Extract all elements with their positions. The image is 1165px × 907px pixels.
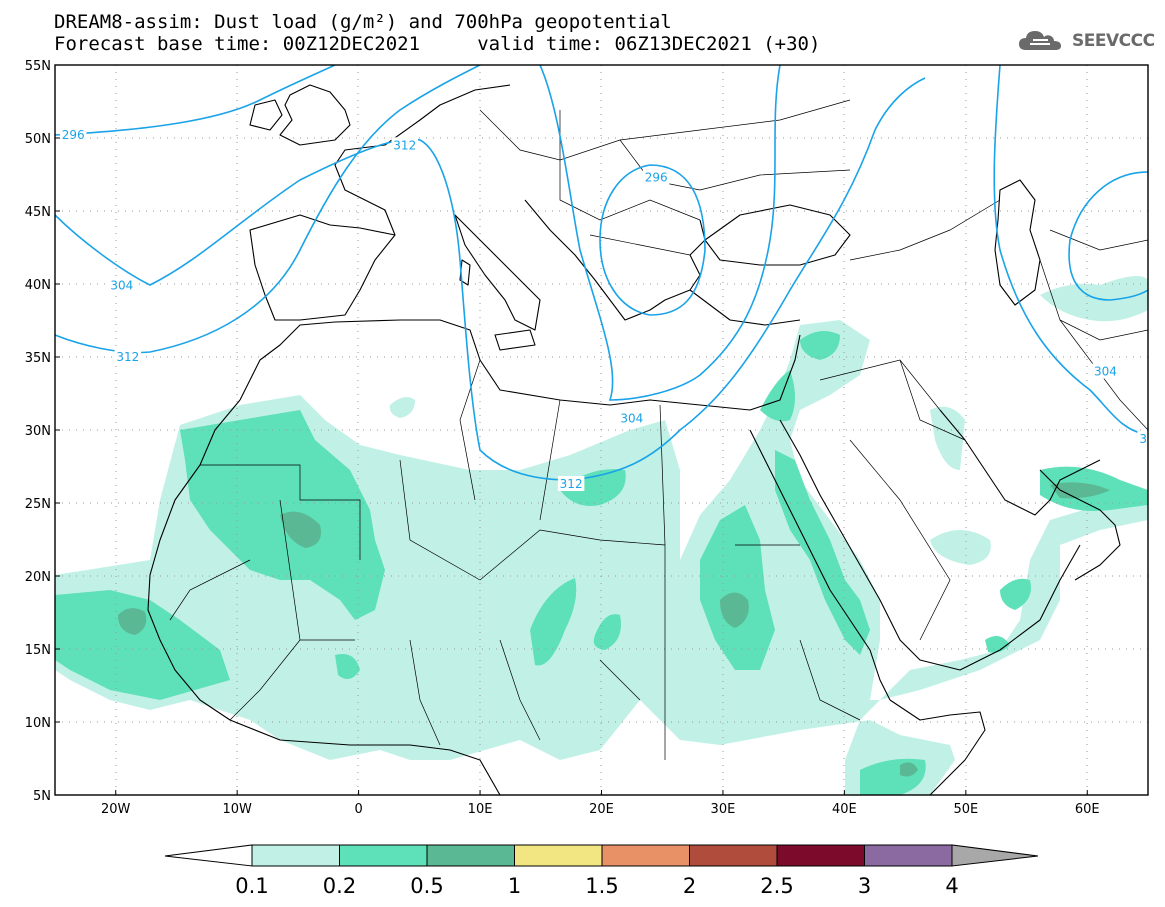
- contour-label-bg: [618, 410, 646, 426]
- lat-tick-label: 30N: [25, 424, 51, 439]
- lon-tick-label: 30E: [711, 802, 736, 817]
- colorbar-under-triangle: [164, 844, 253, 867]
- contour-label: 304: [620, 411, 643, 425]
- longitude-axis: 20W 10W 0 10E 20E 30E 40E 50E 60E: [101, 790, 1100, 817]
- colorbar-label: 1.5: [585, 874, 618, 898]
- colorbar-box: [689, 844, 778, 867]
- colorbar-label: 2.5: [760, 874, 793, 898]
- colorbar-label: 4: [945, 874, 958, 898]
- contour-label-bg: [557, 476, 585, 492]
- lat-tick-label: 20N: [25, 570, 51, 585]
- contour-label-bg: [108, 277, 136, 293]
- colorbar-box: [426, 844, 515, 867]
- contour-label: 304: [110, 278, 133, 292]
- colorbar-label: 0.2: [323, 874, 356, 898]
- contour-label-bg: [1092, 363, 1119, 379]
- colorbar-label: 3: [858, 874, 871, 898]
- contour-label-bg: [59, 127, 87, 143]
- dust-shading: [55, 276, 1148, 795]
- colorbar-box: [864, 844, 953, 867]
- contour-label: 296: [62, 128, 85, 142]
- lon-tick-label: 50E: [953, 802, 978, 817]
- lat-tick-label: 15N: [25, 643, 51, 658]
- contour-label-bg: [114, 349, 142, 364]
- colorbar-box: [601, 844, 690, 867]
- lat-tick-label: 5N: [33, 789, 51, 804]
- forecast-time-line: Forecast base time: 00Z12DEC2021 valid t…: [54, 33, 821, 55]
- colorbar-label: 0.1: [235, 874, 268, 898]
- colorbar-label: 2: [683, 874, 696, 898]
- lon-tick-label: 10E: [468, 802, 493, 817]
- coastlines: [147, 84, 1121, 795]
- lat-tick-label: 45N: [25, 205, 51, 220]
- colorbar: 0.1 0.2 0.5 1 1.5 2 2.5 3 4: [164, 844, 1039, 898]
- contour-label: 312: [393, 138, 416, 152]
- contour-label-bg: [391, 137, 419, 153]
- lon-tick-label: 40E: [832, 802, 857, 817]
- lon-tick-label: 10W: [222, 802, 252, 817]
- gridlines: [55, 65, 1148, 795]
- colorbar-label: 1: [508, 874, 521, 898]
- colorbar-label: 0.5: [410, 874, 443, 898]
- lat-tick-label: 50N: [25, 132, 51, 147]
- contour-label: 312: [560, 477, 583, 491]
- lat-tick-label: 55N: [25, 59, 51, 74]
- contour-label-bg: [1137, 430, 1148, 446]
- contour-label: 296: [645, 170, 668, 184]
- lon-tick-label: 20W: [101, 802, 131, 817]
- contour-label: 304: [1094, 365, 1117, 379]
- map-title: DREAM8-assim: Dust load (g/m²) and 700hP…: [54, 11, 672, 33]
- seevccc-logo: SEEVCCC: [1018, 28, 1155, 54]
- contour-labels: 296 312 296 304 312 304 312 304 3: [59, 127, 1148, 492]
- logo-text: SEEVCCC: [1072, 31, 1155, 51]
- lat-tick-label: 40N: [25, 278, 51, 293]
- colorbar-over-triangle: [951, 844, 1039, 867]
- lon-tick-label: 20E: [589, 802, 614, 817]
- lon-tick-label: 0: [354, 802, 362, 817]
- colorbar-box: [339, 844, 428, 867]
- contour-label: 312: [116, 350, 139, 364]
- contour-label-bg: [642, 169, 670, 185]
- lat-tick-label: 25N: [25, 497, 51, 512]
- cloud-icon: [1019, 31, 1061, 50]
- geopotential-contours: [55, 65, 1148, 481]
- lat-tick-label: 10N: [25, 716, 51, 731]
- map-area: 296 312 296 304 312 304 312 304 3: [55, 65, 1148, 795]
- country-borders: [169, 99, 1148, 760]
- colorbar-box: [776, 844, 865, 867]
- latitude-axis: 55N 50N 45N 40N 35N 30N 25N 20N 15N 10N 5N: [25, 59, 60, 804]
- lon-tick-label: 60E: [1075, 802, 1100, 817]
- colorbar-box: [514, 844, 603, 867]
- colorbar-box: [251, 844, 340, 867]
- lat-tick-label: 35N: [25, 351, 51, 366]
- contour-label: 3: [1139, 432, 1147, 446]
